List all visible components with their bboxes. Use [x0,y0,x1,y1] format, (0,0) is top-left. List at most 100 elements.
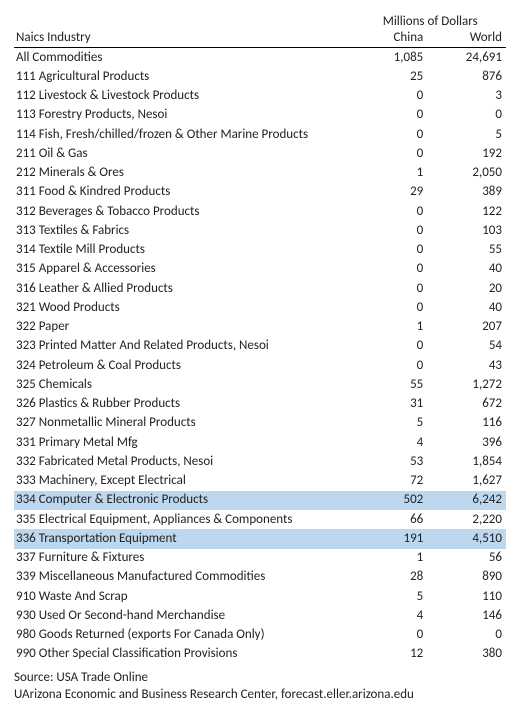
row-world-value: 396 [427,433,506,452]
table-row: 322 Paper1207 [14,318,506,337]
table-row: 314 Textile Mill Products055 [14,241,506,260]
row-china-value: 31 [358,395,427,414]
row-china-value: 0 [358,144,427,163]
table-row: 211 Oil & Gas0192 [14,144,506,163]
row-world-value: 103 [427,221,506,240]
row-label: 990 Other Special Classification Provisi… [14,645,358,664]
row-world-value: 192 [427,144,506,163]
row-world-value: 380 [427,645,506,664]
row-label: 112 Livestock & Livestock Products [14,87,358,106]
row-china-value: 191 [358,529,427,548]
row-label: 336 Transportation Equipment [14,529,358,548]
source-line-1: Source: USA Trade Online [14,670,506,687]
table-row: All Commodities1,08524,691 [14,48,506,68]
row-label: 325 Chemicals [14,375,358,394]
table-row: 326 Plastics & Rubber Products31672 [14,395,506,414]
row-world-value: 0 [427,626,506,645]
row-world-value: 3 [427,87,506,106]
table-row: 333 Machinery, Except Electrical721,627 [14,472,506,491]
row-label: 980 Goods Returned (exports For Canada O… [14,626,358,645]
row-world-value: 122 [427,202,506,221]
row-world-value: 2,220 [427,510,506,529]
table-row: 113 Forestry Products, Nesoi00 [14,106,506,125]
row-label: 910 Waste And Scrap [14,587,358,606]
row-label: 335 Electrical Equipment, Appliances & C… [14,510,358,529]
row-china-value: 0 [358,241,427,260]
row-label: 323 Printed Matter And Related Products,… [14,337,358,356]
row-china-value: 0 [358,106,427,125]
table-row: 337 Furniture & Fixtures156 [14,549,506,568]
row-world-value: 890 [427,568,506,587]
table-row: 910 Waste And Scrap5110 [14,587,506,606]
super-header-spacer [14,14,358,29]
row-world-value: 0 [427,106,506,125]
row-china-value: 28 [358,568,427,587]
row-label: 111 Agricultural Products [14,67,358,86]
row-label: 313 Textiles & Fabrics [14,221,358,240]
row-china-value: 1 [358,318,427,337]
row-world-value: 876 [427,67,506,86]
table-row: 311 Food & Kindred Products29389 [14,183,506,202]
table-row: 327 Nonmetallic Mineral Products5116 [14,414,506,433]
table-row: 316 Leather & Allied Products020 [14,279,506,298]
table-row: 325 Chemicals551,272 [14,375,506,394]
super-header-label: Millions of Dollars [358,14,506,29]
row-label: 314 Textile Mill Products [14,241,358,260]
row-china-value: 0 [358,125,427,144]
row-label: 326 Plastics & Rubber Products [14,395,358,414]
table-row: 930 Used Or Second-hand Merchandise4146 [14,606,506,625]
row-china-value: 1,085 [358,48,427,68]
col-header-industry: Naics Industry [14,29,358,48]
row-label: 339 Miscellaneous Manufactured Commoditi… [14,568,358,587]
table-row: 331 Primary Metal Mfg4396 [14,433,506,452]
table-row: 114 Fish, Fresh/chilled/frozen & Other M… [14,125,506,144]
row-label: 113 Forestry Products, Nesoi [14,106,358,125]
row-china-value: 4 [358,606,427,625]
row-world-value: 4,510 [427,529,506,548]
table-row: 312 Beverages & Tobacco Products0122 [14,202,506,221]
row-world-value: 54 [427,337,506,356]
col-header-world: World [427,29,506,48]
table-row: 335 Electrical Equipment, Appliances & C… [14,510,506,529]
row-label: 311 Food & Kindred Products [14,183,358,202]
source-line-2: UArizona Economic and Business Research … [14,687,506,704]
row-world-value: 56 [427,549,506,568]
row-world-value: 116 [427,414,506,433]
row-world-value: 40 [427,298,506,317]
row-label: 321 Wood Products [14,298,358,317]
table-row: 980 Goods Returned (exports For Canada O… [14,626,506,645]
row-world-value: 146 [427,606,506,625]
row-label: 332 Fabricated Metal Products, Nesoi [14,452,358,471]
row-label: 930 Used Or Second-hand Merchandise [14,606,358,625]
row-label: 337 Furniture & Fixtures [14,549,358,568]
row-label: 331 Primary Metal Mfg [14,433,358,452]
row-china-value: 66 [358,510,427,529]
table-row: 990 Other Special Classification Provisi… [14,645,506,664]
row-china-value: 0 [358,260,427,279]
table-row: 332 Fabricated Metal Products, Nesoi531,… [14,452,506,471]
table-row: 315 Apparel & Accessories040 [14,260,506,279]
row-china-value: 0 [358,221,427,240]
row-label: 212 Minerals & Ores [14,164,358,183]
row-china-value: 0 [358,356,427,375]
row-label: 316 Leather & Allied Products [14,279,358,298]
table-row: 212 Minerals & Ores12,050 [14,164,506,183]
row-label: 333 Machinery, Except Electrical [14,472,358,491]
row-china-value: 4 [358,433,427,452]
super-header-row: Millions of Dollars [14,14,506,29]
table-row: 339 Miscellaneous Manufactured Commoditi… [14,568,506,587]
row-world-value: 672 [427,395,506,414]
table-row: 321 Wood Products040 [14,298,506,317]
table-row: 112 Livestock & Livestock Products03 [14,87,506,106]
row-label: 324 Petroleum & Coal Products [14,356,358,375]
row-china-value: 25 [358,67,427,86]
table-row: 323 Printed Matter And Related Products,… [14,337,506,356]
row-china-value: 55 [358,375,427,394]
naics-table: Millions of Dollars Naics Industry China… [14,14,506,664]
row-world-value: 207 [427,318,506,337]
table-row: 334 Computer & Electronic Products5026,2… [14,491,506,510]
table-row: 336 Transportation Equipment1914,510 [14,529,506,548]
row-world-value: 55 [427,241,506,260]
table-row: 111 Agricultural Products25876 [14,67,506,86]
row-china-value: 53 [358,452,427,471]
